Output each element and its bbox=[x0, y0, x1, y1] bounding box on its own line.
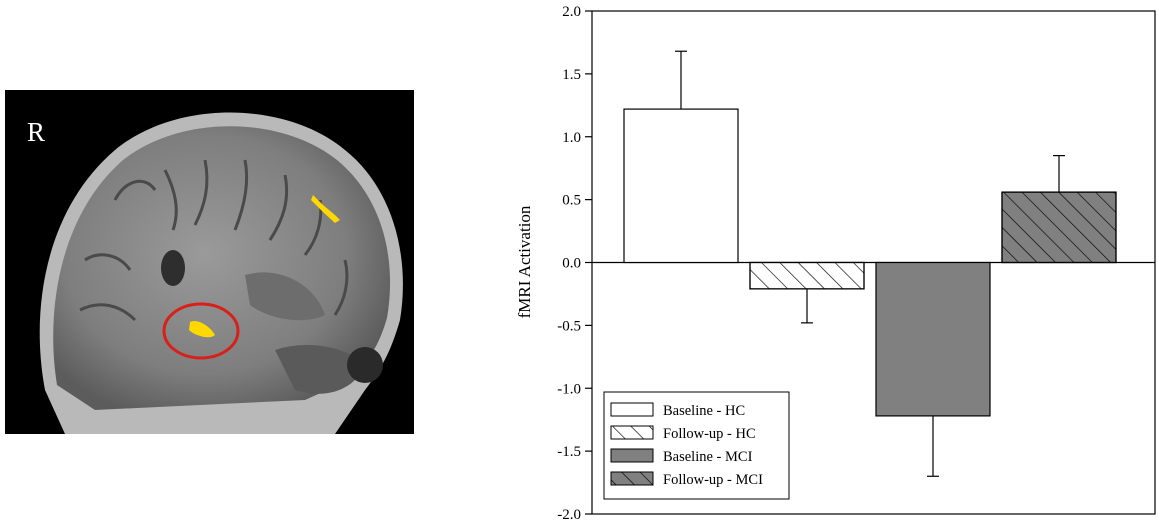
gyri-pattern bbox=[79, 159, 349, 322]
legend-swatch-2 bbox=[610, 448, 654, 463]
y-tick-label: 0.5 bbox=[562, 193, 581, 209]
legend-swatch-hatch-3 bbox=[610, 471, 654, 486]
y-tick-label: -1.0 bbox=[557, 381, 581, 397]
activation-blob-posterior bbox=[311, 195, 340, 223]
activation-blob-hippocampal bbox=[189, 320, 215, 338]
y-axis-ticks: 2.0 1.5 1.0 0.5 0.0 -0.5 -1.0 -1.5 -2.0 bbox=[557, 4, 592, 522]
y-tick-label: -1.5 bbox=[557, 444, 581, 460]
bar-hatch-3 bbox=[1001, 191, 1117, 264]
y-tick-label: 1.5 bbox=[562, 67, 581, 83]
legend-label-3: Follow-up - MCI bbox=[663, 472, 763, 488]
y-tick-label: -0.5 bbox=[557, 318, 581, 334]
cerebellum-region bbox=[275, 345, 365, 394]
sinus-region bbox=[347, 347, 383, 383]
bar-hatch-1 bbox=[749, 261, 865, 290]
y-tick-label: 0.0 bbox=[562, 256, 581, 272]
y-tick-label: 2.0 bbox=[562, 4, 581, 20]
bars-group bbox=[623, 108, 1117, 417]
legend-swatch-hatch-1 bbox=[610, 425, 654, 440]
brainstem-region bbox=[245, 272, 325, 321]
legend-label-0: Baseline - HC bbox=[663, 403, 745, 419]
brain-region bbox=[53, 126, 391, 410]
brain-mri-panel: R bbox=[5, 90, 414, 434]
bar-2 bbox=[875, 261, 991, 417]
bar-0 bbox=[623, 108, 739, 264]
legend-swatch-0 bbox=[610, 402, 654, 417]
bar-chart: 2.0 1.5 1.0 0.5 0.0 -0.5 -1.0 -1.5 -2.0 fMRI Act… bbox=[515, 4, 1156, 522]
error-bars-group bbox=[675, 50, 1065, 477]
y-tick-label: -2.0 bbox=[557, 507, 581, 522]
legend-label-2: Baseline - MCI bbox=[663, 449, 753, 465]
y-axis-label: fMRI Activation bbox=[515, 205, 534, 318]
brain-mri-image: R bbox=[5, 90, 414, 434]
orientation-label: R bbox=[27, 117, 45, 147]
ventricle bbox=[161, 250, 185, 286]
highlight-circle bbox=[162, 302, 240, 360]
y-tick-label: 1.0 bbox=[562, 130, 581, 146]
legend: Baseline - HC Follow-up - HC Baseline - MC… bbox=[603, 391, 790, 500]
legend-label-1: Follow-up - HC bbox=[663, 426, 756, 442]
